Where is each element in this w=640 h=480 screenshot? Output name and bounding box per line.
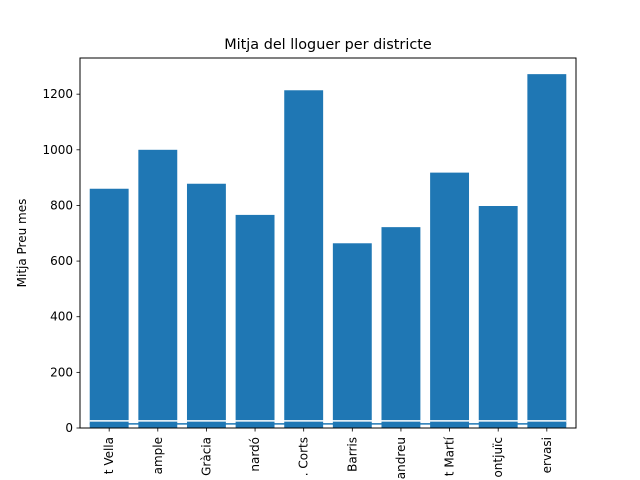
bar-4 bbox=[284, 90, 324, 429]
plot-frame bbox=[79, 57, 577, 429]
x-tick-label-4: . Corts bbox=[297, 437, 311, 476]
y-axis-label: Mitja Preu mes bbox=[15, 199, 29, 288]
bar-9 bbox=[527, 74, 567, 428]
x-tick-label-2: Gràcia bbox=[199, 437, 213, 476]
y-tick-label-4: 800 bbox=[50, 198, 73, 212]
x-tick-label-0: t Vella bbox=[102, 437, 116, 474]
bar-7 bbox=[430, 172, 470, 428]
bar-5 bbox=[332, 243, 372, 428]
y-tick-label-3: 600 bbox=[50, 254, 73, 268]
x-tick-label-3: nardó bbox=[248, 437, 262, 472]
x-tick-label-8: ontjuïc bbox=[491, 437, 505, 478]
y-tick-label-0: 0 bbox=[65, 421, 73, 435]
y-tick-label-6: 1200 bbox=[42, 87, 73, 101]
y-tick-label-5: 1000 bbox=[42, 143, 73, 157]
bar-1 bbox=[138, 149, 178, 429]
bar-6 bbox=[381, 227, 421, 428]
baseline-line-group bbox=[89, 420, 567, 425]
y-tick-label-1: 200 bbox=[50, 365, 73, 379]
y-tick-label-2: 400 bbox=[50, 310, 73, 324]
chart-title: Mitja del lloguer per districte bbox=[224, 37, 432, 53]
x-tick-label-9: ervasi bbox=[540, 437, 554, 473]
x-tick-label-6: andreu bbox=[394, 437, 408, 479]
bar-2 bbox=[186, 183, 226, 428]
y-axis: 0 200 400 600 800 1000 1200 bbox=[42, 87, 80, 435]
x-axis: t Vella ample Gràcia nardó . Corts Barris andr… bbox=[102, 428, 554, 479]
bar-3 bbox=[235, 214, 275, 428]
bars-group bbox=[89, 74, 567, 429]
bar-8 bbox=[478, 206, 518, 428]
x-tick-label-7: t Martí bbox=[443, 436, 457, 476]
bar-0 bbox=[89, 188, 129, 428]
x-tick-label-1: ample bbox=[151, 437, 165, 474]
x-tick-label-5: Barris bbox=[345, 437, 359, 472]
